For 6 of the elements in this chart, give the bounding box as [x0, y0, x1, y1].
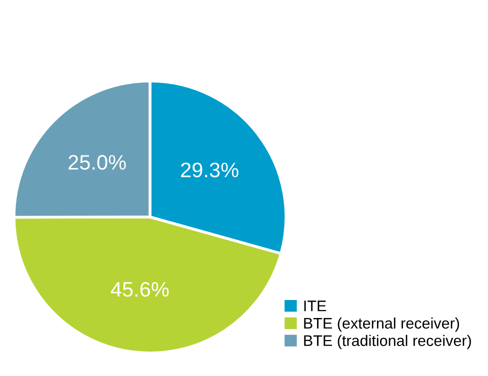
data-label: 29.3% — [181, 162, 238, 178]
data-label: 45.6% — [110, 282, 169, 297]
legend-label: BTE (traditional receiver) — [304, 334, 471, 350]
data-label: 25.0% — [68, 154, 126, 170]
legend-label: BTE (external receiver) — [304, 317, 460, 332]
legend-label: ITE — [304, 300, 326, 312]
